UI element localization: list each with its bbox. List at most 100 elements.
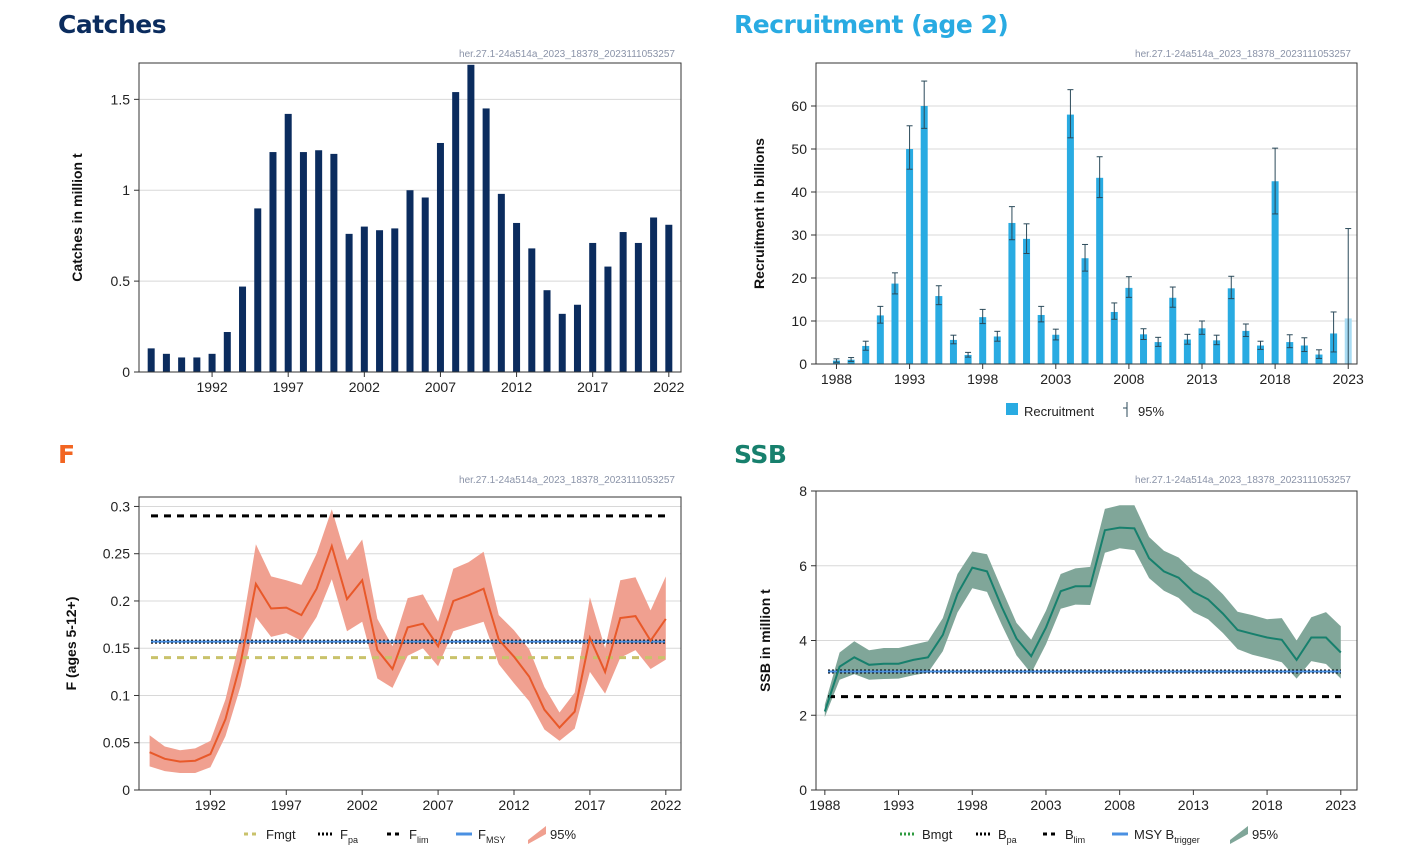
recruitment-bar — [891, 283, 899, 364]
x-tick-label: 2023 — [1325, 797, 1356, 813]
catch-bar — [239, 286, 247, 372]
catch-bar — [558, 313, 566, 372]
recruitment-bar — [1300, 345, 1308, 364]
recruitment-code: her.27.1-24a514a_2023_18378_202311105325… — [1135, 49, 1351, 60]
x-tick-label: 2008 — [1113, 371, 1144, 387]
recruitment-bar — [1096, 177, 1104, 364]
x-tick-label: 2017 — [577, 379, 608, 395]
y-tick-label: 1.5 — [111, 91, 131, 107]
x-tick-label: 1993 — [894, 371, 925, 387]
legend-label-ci: 95% — [1138, 404, 1164, 419]
x-tick-label: 2003 — [1030, 797, 1061, 813]
catch-bar — [345, 233, 353, 372]
recruitment-bar — [1315, 354, 1323, 364]
catch-bar — [406, 190, 414, 372]
legend-swatch-recruitment — [1006, 403, 1018, 415]
x-tick-label: 2002 — [347, 797, 378, 813]
catch-bar — [299, 152, 307, 372]
catches-chart: 0 0.5 1 1.5 1992 1997 2002 2007 2012 2017 2022 Catc… — [69, 62, 685, 395]
catch-bar — [193, 357, 201, 372]
recruitment-bar — [1125, 287, 1133, 364]
x-tick-label: 2003 — [1040, 371, 1071, 387]
x-tick-label: 2022 — [653, 379, 684, 395]
catch-bar — [178, 357, 186, 372]
legend-swatch-band — [528, 826, 546, 844]
ci-band — [824, 505, 1341, 718]
series-line — [823, 526, 1342, 712]
recruitment-bar — [1213, 340, 1221, 364]
y-axis-label: F (ages 5-12+) — [63, 597, 79, 691]
f-title: F — [58, 440, 75, 469]
y-tick-label: 40 — [791, 184, 807, 200]
x-tick-label: 2012 — [498, 797, 529, 813]
recruitment-bar — [1110, 311, 1118, 364]
catch-bar — [315, 150, 323, 372]
y-axis-label: Catches in million t — [69, 153, 85, 282]
catch-bar — [330, 153, 338, 372]
ssb-chart: 0 2 4 6 8 1988 1993 1998 2003 2008 2013 2018 2023 SSB… — [757, 483, 1358, 845]
recruitment-bar — [993, 336, 1001, 364]
recruitment-bar — [1286, 342, 1294, 364]
recruitment-bar — [906, 149, 914, 364]
x-tick-label: 2007 — [425, 379, 456, 395]
catch-bar — [147, 348, 155, 372]
plot-frame — [815, 490, 1358, 791]
x-tick-label: 2017 — [574, 797, 605, 813]
recruitment-bar — [964, 354, 972, 364]
legend-label-recruitment: Recruitment — [1024, 404, 1094, 419]
x-tick-label: 2012 — [501, 379, 532, 395]
y-tick-label: 50 — [791, 141, 807, 157]
plot-frame — [815, 62, 1358, 365]
catch-bar — [589, 242, 597, 372]
recruitment-bar — [1037, 314, 1045, 364]
ssb-code: her.27.1-24a514a_2023_18378_202311105325… — [1135, 475, 1351, 486]
recruitment-bar — [1256, 345, 1264, 364]
y-tick-label: 0 — [122, 782, 130, 798]
catch-bar — [436, 142, 444, 372]
y-tick-label: 30 — [791, 227, 807, 243]
catch-bar — [284, 113, 292, 373]
y-tick-label: 8 — [799, 483, 807, 499]
x-tick-label: 2022 — [650, 797, 681, 813]
x-tick-label: 1992 — [195, 797, 226, 813]
y-tick-label: 0.2 — [111, 593, 131, 609]
recruitment-bar — [979, 317, 987, 364]
y-tick-label: 0.05 — [103, 735, 130, 751]
x-tick-label: 2008 — [1104, 797, 1135, 813]
y-tick-label: 20 — [791, 270, 807, 286]
x-tick-label: 1988 — [821, 371, 852, 387]
x-tick-label: 2013 — [1178, 797, 1209, 813]
legend-label: 95% — [1252, 827, 1278, 842]
legend-label: Blim — [1065, 827, 1085, 845]
legend-label: 95% — [550, 827, 576, 842]
recruitment-bar — [876, 315, 884, 364]
y-tick-label: 0.5 — [111, 273, 131, 289]
x-tick-label: 1997 — [271, 797, 302, 813]
legend-label: Fpa — [340, 827, 358, 845]
recruitment-title: Recruitment (age 2) — [734, 10, 1009, 39]
recruitment-bar — [1169, 297, 1177, 364]
recruitment-bar — [862, 345, 870, 364]
catch-bar — [497, 193, 505, 372]
y-tick-label: 0.25 — [103, 546, 130, 562]
x-tick-label: 1998 — [957, 797, 988, 813]
catch-bar — [421, 197, 429, 372]
x-tick-label: 1997 — [273, 379, 304, 395]
legend-label: FMSY — [478, 827, 505, 845]
legend-label: Bmgt — [922, 827, 953, 842]
catch-bar — [269, 152, 277, 372]
catch-bar — [223, 332, 231, 372]
catches-title: Catches — [58, 10, 167, 39]
x-tick-label: 2018 — [1252, 797, 1283, 813]
plot-frame — [138, 496, 682, 791]
recruitment-bar — [1023, 238, 1031, 364]
legend-label: Flim — [409, 827, 428, 845]
f-code: her.27.1-24a514a_2023_18378_202311105325… — [459, 475, 675, 486]
x-tick-label: 2018 — [1260, 371, 1291, 387]
x-tick-label: 2013 — [1186, 371, 1217, 387]
catch-bar — [543, 290, 551, 372]
y-tick-label: 0 — [799, 782, 807, 798]
recruitment-bar — [1227, 288, 1235, 364]
catch-bar — [650, 217, 658, 372]
recruitment-bar — [1066, 114, 1074, 364]
